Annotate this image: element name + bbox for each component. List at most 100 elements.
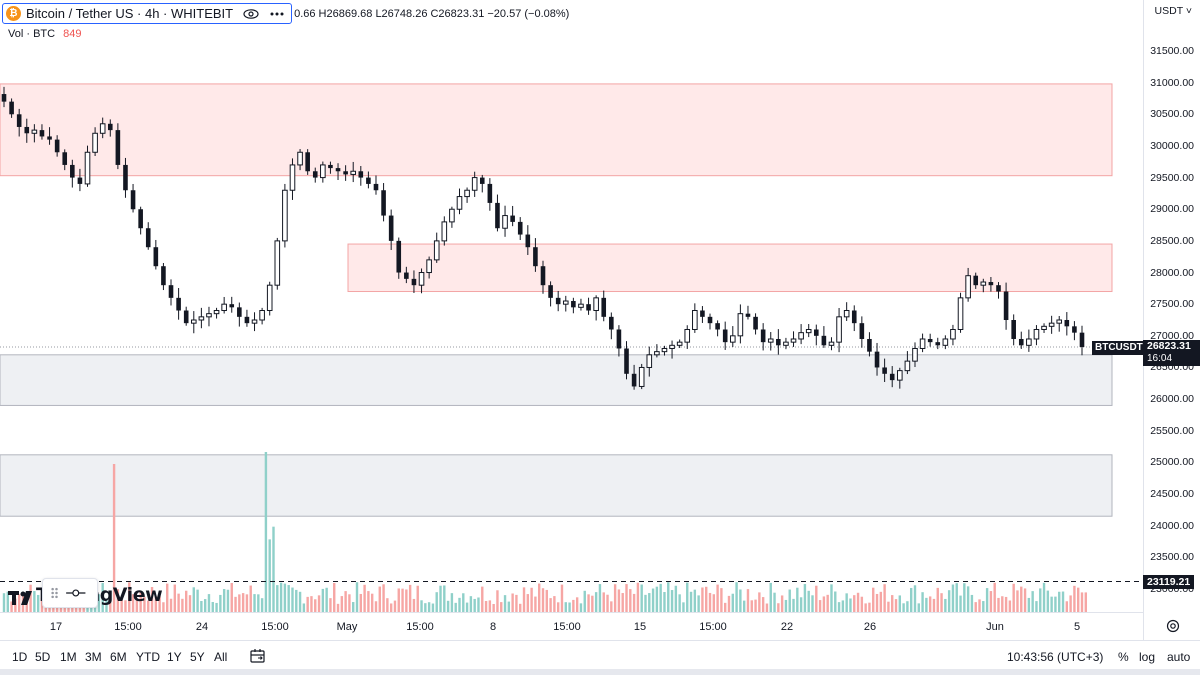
volume-bar <box>636 582 640 612</box>
candle-up <box>798 332 804 340</box>
volume-bar <box>150 586 154 612</box>
volume-bar <box>298 591 302 612</box>
volume-bar <box>621 593 624 612</box>
price-tick: 27000.00 <box>1150 329 1194 342</box>
price-tick: 25000.00 <box>1150 456 1194 469</box>
symbol-price-tag: BTCUSDT <box>1092 341 1146 355</box>
candle-down <box>851 310 857 324</box>
candle-down <box>305 152 310 172</box>
volume-bar <box>17 594 21 612</box>
candle-down <box>882 367 887 374</box>
volume-bar <box>947 590 951 612</box>
candle-up <box>320 164 326 179</box>
candle-down <box>510 215 515 222</box>
candle-down <box>601 297 607 317</box>
volume-bar <box>613 584 617 612</box>
volume-bar <box>746 589 750 612</box>
candle-down <box>753 316 758 330</box>
range-button-5y[interactable]: 5Y <box>190 650 205 664</box>
volume-bar <box>974 602 977 612</box>
volume-bar <box>147 600 150 612</box>
volume-bar <box>883 584 886 612</box>
volume-bar <box>978 599 981 612</box>
drag-handle[interactable] <box>42 578 98 608</box>
candle-down <box>9 101 14 115</box>
volume-bar <box>465 602 469 612</box>
range-button-1y[interactable]: 1Y <box>167 650 182 664</box>
range-button-5d[interactable]: 5D <box>35 650 51 664</box>
gear-icon[interactable] <box>1165 618 1181 634</box>
time-tick: Jun <box>986 621 1004 633</box>
chart-pane[interactable] <box>0 0 1143 612</box>
price-chart[interactable] <box>0 0 1143 612</box>
volume-bar <box>560 584 564 612</box>
volume-bar <box>663 592 666 612</box>
volume-bar <box>200 601 203 612</box>
volume-bar <box>519 603 522 612</box>
volume-bar <box>860 596 864 612</box>
range-button-6m[interactable]: 6M <box>110 650 127 664</box>
candle-up <box>562 300 569 305</box>
candle-down <box>1079 332 1085 348</box>
candle-down <box>396 240 402 273</box>
volume-bar <box>33 591 36 612</box>
volume-bar <box>268 539 271 612</box>
goto-date-icon[interactable] <box>249 647 267 665</box>
time-axis[interactable]: 17 15:00 24 15:00 May 15:00 8 15:00 15 15:00 22 26 J… <box>0 612 1143 640</box>
volume-bar <box>970 594 974 612</box>
volume-bar <box>686 582 689 612</box>
range-button-all[interactable]: All <box>214 650 228 664</box>
candle-down <box>328 164 333 169</box>
volume-bar <box>352 602 355 612</box>
volume-bar <box>799 597 803 612</box>
symbol-header[interactable]: ₿ Bitcoin / Tether US · 4h · WHITEBIT <box>2 3 293 24</box>
volume-bar <box>469 596 473 612</box>
time-tick: 24 <box>195 621 209 633</box>
candle-down <box>16 114 22 127</box>
volume-bar <box>1046 590 1050 612</box>
more-icon[interactable] <box>269 7 285 21</box>
volume-bar <box>564 602 567 612</box>
volume-bar <box>408 584 412 612</box>
volume-bar <box>856 592 860 612</box>
bar-countdown: 16:04 <box>1147 353 1173 364</box>
candle-up <box>1056 319 1063 324</box>
candle-up <box>684 328 691 343</box>
volume-bar <box>1054 596 1057 612</box>
range-button-ytd[interactable]: YTD <box>136 650 160 664</box>
volume-bar <box>985 588 989 612</box>
volume-bar <box>997 597 1000 612</box>
candle-up <box>198 316 205 321</box>
volume-bar <box>784 599 788 612</box>
volume-bar <box>458 597 461 612</box>
candle-down <box>54 139 60 153</box>
volume-bar <box>629 589 632 612</box>
candle-up <box>471 177 478 191</box>
price-axis[interactable]: USDT ˅ 31500.00 31000.00 30500.00 30000.00 2… <box>1143 0 1200 640</box>
currency-select[interactable]: USDT ˅ <box>1154 5 1192 17</box>
volume-bar <box>333 582 336 612</box>
log-scale-button[interactable]: log <box>1139 650 1156 664</box>
volume-legend: Vol · BTC 849 <box>8 28 81 40</box>
volume-bar <box>196 589 199 612</box>
volume-bar <box>211 602 214 612</box>
volume-bar <box>219 594 222 612</box>
range-button-1d[interactable]: 1D <box>12 650 28 664</box>
range-button-3m[interactable]: 3M <box>85 650 102 664</box>
percent-scale-button[interactable]: % <box>1118 650 1129 664</box>
volume-bar <box>617 589 621 612</box>
volume-bar <box>655 586 659 612</box>
eye-icon[interactable] <box>243 7 259 21</box>
auto-scale-button[interactable]: auto <box>1167 650 1191 664</box>
candle-down <box>358 171 364 178</box>
clock-timezone[interactable]: 10:43:56 (UTC+3) <box>1007 650 1104 664</box>
candle-down <box>373 183 379 191</box>
volume-bar <box>105 599 108 612</box>
volume-bar <box>203 599 207 612</box>
range-button-1m[interactable]: 1M <box>60 650 77 664</box>
last-price-value: 26823.31 <box>1147 340 1191 352</box>
volume-bar <box>959 595 962 612</box>
volume-bar <box>538 583 541 612</box>
volume-bar <box>496 590 499 612</box>
volume-bar <box>1004 596 1008 612</box>
